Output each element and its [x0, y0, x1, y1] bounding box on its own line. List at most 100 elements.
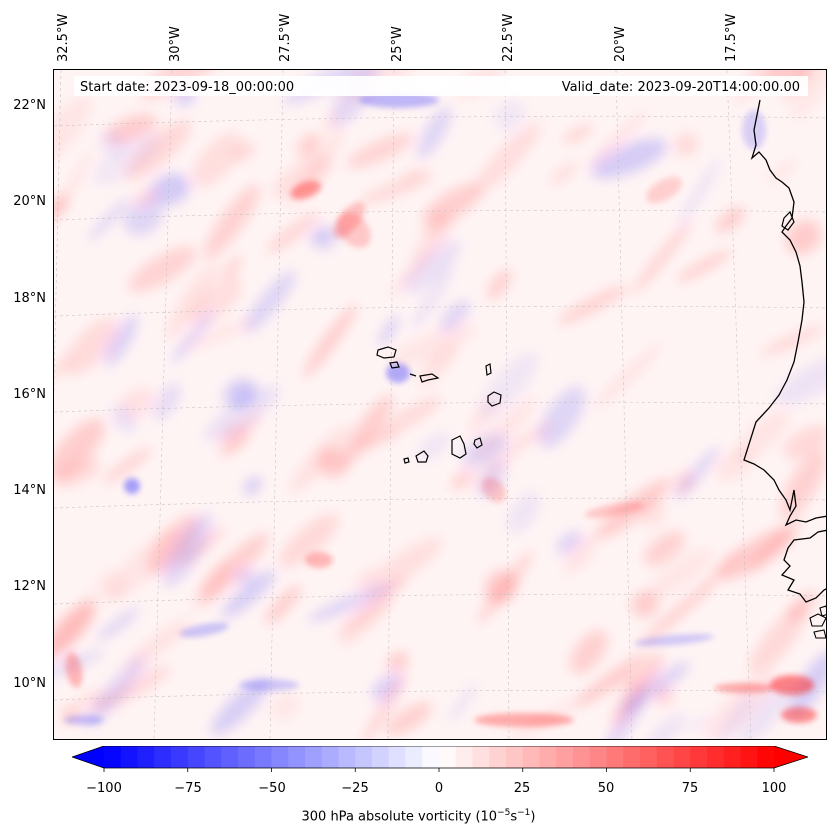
vorticity-patch [401, 166, 428, 183]
vorticity-patch [602, 695, 645, 739]
vorticity-patch [487, 269, 512, 300]
vorticity-patch [715, 206, 745, 233]
cape-verde-islands [376, 346, 502, 464]
colorbar-bin [439, 746, 457, 768]
colorbar-bin [321, 746, 340, 768]
vorticity-patch [620, 673, 643, 695]
lat-label-22n: 22°N [13, 98, 46, 113]
vorticity-patch [289, 425, 351, 494]
colorbar-bin [405, 746, 423, 768]
vorticity-patch [359, 173, 433, 204]
vorticity-patch [191, 132, 242, 188]
map-panel: Start date: 2023-09-18_00:00:00 Valid_da… [53, 69, 827, 740]
vorticity-cores [64, 92, 817, 727]
vorticity-patch [448, 683, 478, 723]
vorticity-patch [337, 575, 407, 638]
colorbar-bin [305, 746, 323, 768]
colorbar-bin [355, 746, 373, 768]
vorticity-patch [54, 418, 105, 479]
lon-label-27-5w: 27.5°W [278, 13, 293, 62]
vorticity-patch [128, 246, 197, 292]
colorbar-bin [472, 746, 490, 768]
vorticity-patch [104, 315, 138, 367]
vorticity-patch [243, 270, 296, 333]
colorbar-tick: −75 [174, 781, 202, 796]
vorticity-patch [222, 378, 255, 409]
colorbar-bin [740, 746, 758, 768]
colorbar-bin [522, 746, 541, 768]
vorticity-patch [494, 99, 526, 132]
vorticity-patch [54, 603, 95, 657]
vorticity-patch [378, 396, 443, 437]
vorticity-patch [123, 618, 192, 672]
colorbar-bin [690, 746, 708, 768]
vorticity-patch [674, 446, 720, 500]
bissagos-islands [809, 605, 826, 639]
colorbar-extend-max [774, 746, 808, 768]
colorbar-tick: 0 [434, 781, 444, 796]
colorbar-tick: 75 [681, 781, 699, 796]
colorbar-bin [221, 746, 239, 768]
colorbar-bin [556, 746, 574, 768]
colorbar-bin [104, 746, 122, 768]
vorticity-patch [378, 315, 399, 346]
vorticity-patch [588, 111, 647, 168]
vorticity-patch [102, 447, 153, 484]
vorticity-patch [54, 95, 93, 173]
vorticity-patch [64, 715, 104, 725]
africa-coastline [743, 99, 826, 527]
lat-label-16n: 16°N [13, 387, 46, 402]
vorticity-patch [297, 133, 321, 158]
colorbar-tick: −50 [258, 781, 286, 796]
colorbar-bin [606, 746, 624, 768]
vorticity-patch [385, 702, 433, 736]
vorticity-patch [305, 552, 333, 568]
vorticity-patch [440, 300, 470, 333]
vorticity-patch [411, 266, 454, 330]
vorticity-patch [211, 678, 270, 735]
lat-label-18n: 18°N [13, 291, 46, 306]
colorbar-bin [422, 746, 440, 768]
vorticity-patch [204, 184, 260, 260]
colorbar-bin [271, 746, 289, 768]
vorticity-patch [279, 513, 339, 568]
start-date-label: Start date: 2023-09-18_00:00:00 [80, 80, 295, 95]
lon-label-32-5w: 32.5°W [56, 13, 71, 62]
colorbar [72, 746, 808, 772]
lon-label-22-5w: 22.5°W [501, 13, 516, 62]
vorticity-patch [346, 133, 414, 169]
colorbar-bin [238, 746, 256, 768]
vorticity-patch [152, 382, 181, 421]
vorticity-patch [759, 325, 825, 356]
vorticity-patch [111, 404, 137, 433]
colorbar-bin [455, 746, 474, 768]
colorbar-tick: 50 [597, 781, 615, 796]
vorticity-patch [471, 397, 537, 464]
vorticity-patch [714, 683, 774, 693]
vorticity-patch [337, 212, 371, 248]
colorbar-bin [372, 746, 390, 768]
vorticity-patch [643, 531, 686, 566]
vorticity-patch [124, 478, 140, 494]
vorticity-patch [243, 476, 262, 496]
vorticity-patch [361, 671, 408, 739]
colorbar-bin [120, 746, 139, 768]
vorticity-patch [467, 395, 499, 437]
colorbar-bin [539, 746, 557, 768]
colorbar-bin [254, 746, 273, 768]
colorbar-bin [506, 746, 524, 768]
vorticity-patch [634, 633, 714, 647]
vorticity-patch [340, 598, 393, 647]
vorticity-patch [403, 240, 461, 294]
vorticity-patch [193, 560, 233, 611]
vorticity-patch [417, 106, 452, 159]
vorticity-patch [673, 132, 699, 157]
vorticity-patch [54, 195, 69, 219]
vorticity-patch [179, 622, 229, 638]
vorticity-patch [570, 630, 608, 674]
colorbar-bin [489, 746, 507, 768]
vorticity-patch [233, 142, 255, 162]
vorticity-patch [785, 219, 822, 255]
lon-label-30w: 30°W [168, 26, 183, 62]
vorticity-patch [123, 200, 163, 236]
